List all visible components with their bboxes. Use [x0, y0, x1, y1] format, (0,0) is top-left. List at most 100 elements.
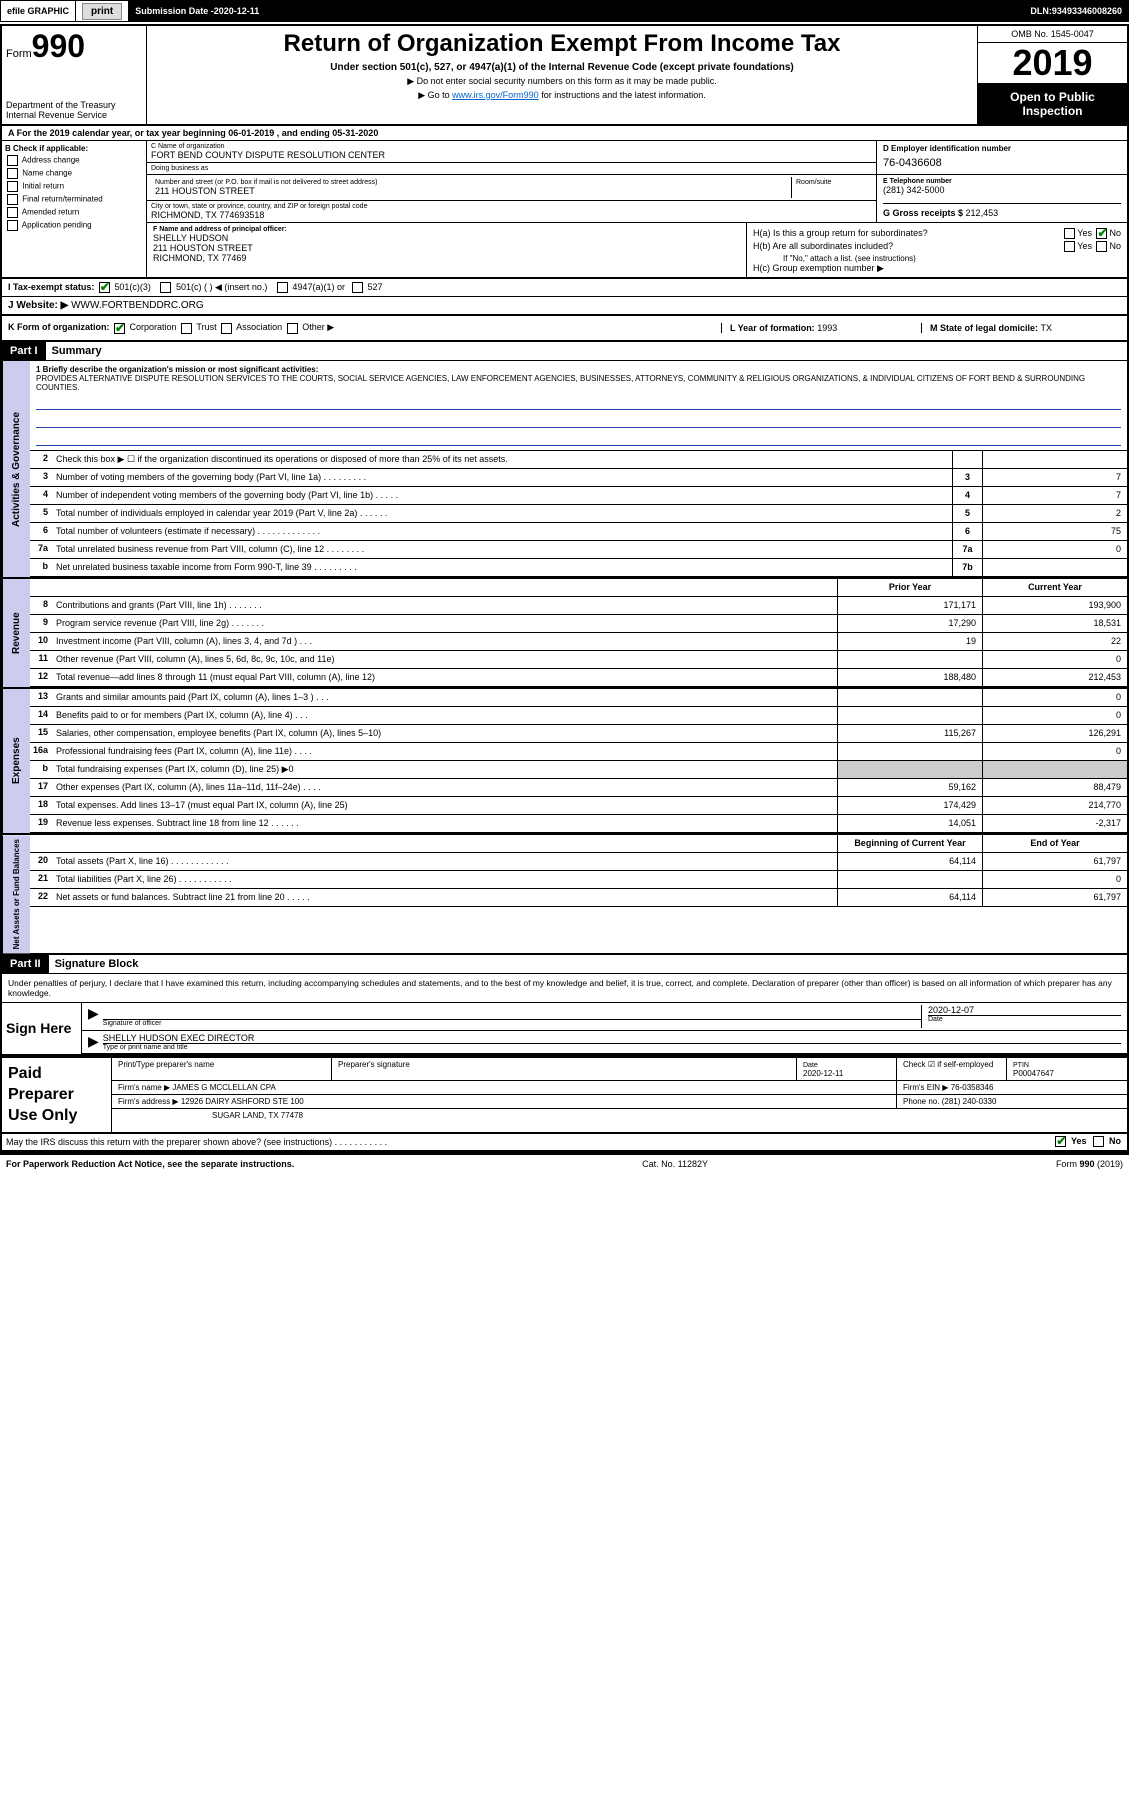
firm-name-label: Firm's name ▶: [118, 1083, 170, 1092]
tab-net-assets: Net Assets or Fund Balances: [2, 835, 30, 953]
mission-label: 1 Briefly describe the organization's mi…: [36, 365, 318, 374]
tab-revenue: Revenue: [2, 579, 30, 687]
part2-header: Part II: [2, 955, 49, 973]
sig-date-label: Date: [928, 1015, 1121, 1023]
exp-line: 13Grants and similar amounts paid (Part …: [30, 689, 1127, 707]
rev-line: 8Contributions and grants (Part VIII, li…: [30, 597, 1127, 615]
phone-label: E Telephone number: [883, 178, 1121, 185]
ptin-label: PTIN: [1013, 1062, 1029, 1069]
cb-application-pending[interactable]: Application pending: [5, 220, 143, 231]
part2-title: Signature Block: [49, 955, 145, 973]
sign-here-label: Sign Here: [2, 1003, 82, 1054]
hb-note: If "No," attach a list. (see instruction…: [753, 254, 1121, 263]
print-button[interactable]: print: [82, 3, 122, 20]
exp-line: 18Total expenses. Add lines 13–17 (must …: [30, 797, 1127, 815]
state-domicile: M State of legal domicile: TX: [921, 323, 1121, 333]
firm-addr: 12926 DAIRY ASHFORD STE 100: [181, 1097, 304, 1106]
col-beginning: Beginning of Current Year: [837, 835, 982, 852]
row-i-tax-status: I Tax-exempt status: 501(c)(3) 501(c) ( …: [2, 279, 1127, 297]
sig-date: 2020-12-07: [928, 1005, 1121, 1015]
part1-title: Summary: [46, 342, 108, 360]
dln: DLN: 93493346008260: [1024, 1, 1128, 21]
cb-amended-return[interactable]: Amended return: [5, 207, 143, 218]
cb-501c[interactable]: [160, 282, 171, 293]
note-link: ▶ Go to www.irs.gov/Form990 for instruct…: [155, 90, 969, 101]
efile-label: efile GRAPHIC: [1, 1, 76, 21]
section-b-checkboxes: B Check if applicable: Address change Na…: [2, 141, 147, 277]
rev-line: 10Investment income (Part VIII, column (…: [30, 633, 1127, 651]
sig-name-label: Type or print name and title: [103, 1043, 1121, 1051]
note-ssn: ▶ Do not enter social security numbers o…: [155, 76, 969, 87]
row-k-form-org: K Form of organization: Corporation Trus…: [8, 322, 721, 333]
rev-line: 11Other revenue (Part VIII, column (A), …: [30, 651, 1127, 669]
firm-name: JAMES G MCCLELLAN CPA: [172, 1083, 275, 1092]
cb-final-return[interactable]: Final return/terminated: [5, 194, 143, 205]
cb-name-change[interactable]: Name change: [5, 168, 143, 179]
irs-link[interactable]: www.irs.gov/Form990: [452, 90, 539, 100]
cb-initial-return[interactable]: Initial return: [5, 181, 143, 192]
sig-officer-label: Signature of officer: [103, 1019, 921, 1027]
footer-left: For Paperwork Reduction Act Notice, see …: [6, 1159, 294, 1169]
ha-yes[interactable]: [1064, 228, 1075, 239]
part1-header: Part I: [2, 342, 46, 360]
form-number: Form990: [6, 30, 142, 62]
hc-label: H(c) Group exemption number ▶: [753, 263, 1121, 274]
city-label: City or town, state or province, country…: [151, 203, 872, 210]
cb-501c3[interactable]: [99, 282, 110, 293]
gov-line: 4Number of independent voting members of…: [30, 487, 1127, 505]
gov-line: 3Number of voting members of the governi…: [30, 469, 1127, 487]
org-name-label: C Name of organization: [151, 143, 872, 150]
net-line: 20Total assets (Part X, line 16) . . . .…: [30, 853, 1127, 871]
row-a-calendar: A For the 2019 calendar year, or tax yea…: [2, 126, 1127, 141]
form-title: Return of Organization Exempt From Incom…: [155, 30, 969, 58]
spacer: [266, 1, 1024, 21]
cb-address-change[interactable]: Address change: [5, 155, 143, 166]
ha-no[interactable]: [1096, 228, 1107, 239]
hb-no[interactable]: [1096, 241, 1107, 252]
ein-label: D Employer identification number: [883, 144, 1121, 153]
prep-name-label: Print/Type preparer's name: [112, 1058, 332, 1080]
top-bar: efile GRAPHIC print Submission Date - 20…: [0, 0, 1129, 22]
gov-line: 6Total number of volunteers (estimate if…: [30, 523, 1127, 541]
discuss-no[interactable]: [1093, 1136, 1104, 1147]
tax-year: 2019: [978, 43, 1127, 84]
dba-label: Doing business as: [151, 165, 872, 172]
addr-value: 211 HOUSTON STREET: [155, 186, 787, 196]
gross-receipts-label: G Gross receipts $: [883, 208, 966, 218]
tab-expenses: Expenses: [2, 689, 30, 833]
firm-city: SUGAR LAND, TX 77478: [112, 1109, 1127, 1122]
cb-527[interactable]: [352, 282, 363, 293]
cb-trust[interactable]: [181, 323, 192, 334]
firm-phone-label: Phone no.: [903, 1097, 939, 1106]
cb-other[interactable]: [287, 323, 298, 334]
rev-line: 9Program service revenue (Part VIII, lin…: [30, 615, 1127, 633]
gov-line: 7aTotal unrelated business revenue from …: [30, 541, 1127, 559]
open-to-public: Open to PublicInspection: [978, 84, 1127, 124]
firm-ein: 76-0358346: [951, 1083, 994, 1092]
ein-value: 76-0436608: [883, 157, 1121, 169]
officer-addr: 211 HOUSTON STREET: [153, 243, 740, 253]
gov-line: 5Total number of individuals employed in…: [30, 505, 1127, 523]
cb-corp[interactable]: [114, 323, 125, 334]
hb-label: H(b) Are all subordinates included?: [753, 241, 893, 252]
cb-assoc[interactable]: [221, 323, 232, 334]
hb-yes[interactable]: [1064, 241, 1075, 252]
tab-governance: Activities & Governance: [2, 361, 30, 577]
discuss-yes[interactable]: [1055, 1136, 1066, 1147]
omb-number: OMB No. 1545-0047: [978, 26, 1127, 43]
form-header: Form990 Department of the TreasuryIntern…: [2, 26, 1127, 126]
org-name: FORT BEND COUNTY DISPUTE RESOLUTION CENT…: [151, 150, 872, 160]
sig-name: SHELLY HUDSON EXEC DIRECTOR: [103, 1033, 1121, 1043]
firm-phone: (281) 240-0330: [942, 1097, 997, 1106]
discuss-question: May the IRS discuss this return with the…: [2, 1134, 967, 1150]
print-cell: print: [76, 1, 129, 21]
exp-line: 14Benefits paid to or for members (Part …: [30, 707, 1127, 725]
col-prior-year: Prior Year: [837, 579, 982, 596]
paid-preparer-label: Paid Preparer Use Only: [2, 1058, 112, 1132]
footer-center: Cat. No. 11282Y: [642, 1159, 708, 1169]
cb-4947[interactable]: [277, 282, 288, 293]
col-end: End of Year: [982, 835, 1127, 852]
city-value: RICHMOND, TX 774693518: [151, 210, 872, 220]
firm-ein-label: Firm's EIN ▶: [903, 1083, 948, 1092]
gov-line: bNet unrelated business taxable income f…: [30, 559, 1127, 577]
